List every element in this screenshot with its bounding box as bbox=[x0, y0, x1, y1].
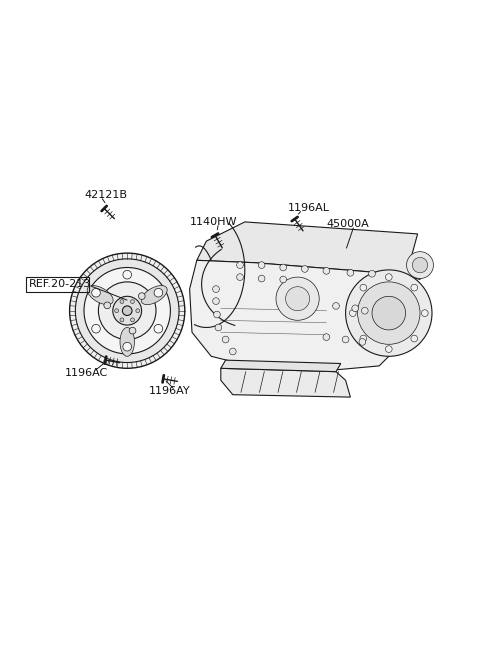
Text: 1196AC: 1196AC bbox=[65, 368, 108, 378]
Circle shape bbox=[113, 296, 142, 325]
Circle shape bbox=[385, 274, 392, 280]
Circle shape bbox=[213, 298, 219, 305]
Polygon shape bbox=[197, 222, 422, 280]
Circle shape bbox=[237, 274, 243, 280]
Circle shape bbox=[301, 265, 308, 272]
Circle shape bbox=[385, 346, 392, 352]
Circle shape bbox=[347, 269, 354, 276]
Circle shape bbox=[360, 335, 367, 342]
Circle shape bbox=[412, 257, 428, 272]
Circle shape bbox=[421, 310, 428, 316]
Circle shape bbox=[407, 252, 433, 278]
Text: 45000A: 45000A bbox=[326, 219, 369, 229]
Circle shape bbox=[342, 336, 349, 343]
Text: 1196AL: 1196AL bbox=[288, 204, 330, 214]
Circle shape bbox=[131, 318, 134, 322]
Circle shape bbox=[280, 276, 287, 283]
Circle shape bbox=[361, 307, 368, 314]
Text: 1140HW: 1140HW bbox=[190, 217, 237, 227]
Circle shape bbox=[131, 299, 134, 303]
Circle shape bbox=[92, 288, 100, 297]
Circle shape bbox=[237, 262, 243, 269]
Circle shape bbox=[92, 324, 100, 333]
Circle shape bbox=[70, 253, 185, 368]
Circle shape bbox=[123, 271, 132, 279]
Circle shape bbox=[286, 287, 310, 310]
Circle shape bbox=[122, 306, 132, 316]
Circle shape bbox=[258, 275, 265, 282]
Circle shape bbox=[411, 335, 418, 342]
Circle shape bbox=[346, 270, 432, 356]
Circle shape bbox=[333, 303, 339, 309]
Circle shape bbox=[154, 288, 163, 297]
Circle shape bbox=[258, 262, 265, 269]
Circle shape bbox=[154, 324, 163, 333]
Circle shape bbox=[98, 282, 156, 339]
Circle shape bbox=[360, 284, 367, 291]
Polygon shape bbox=[120, 328, 134, 356]
Circle shape bbox=[276, 277, 319, 320]
Circle shape bbox=[129, 328, 136, 334]
Circle shape bbox=[136, 309, 140, 312]
Text: 1196AY: 1196AY bbox=[149, 386, 191, 396]
Text: REF.20-213: REF.20-213 bbox=[29, 279, 91, 290]
Circle shape bbox=[229, 348, 236, 355]
Circle shape bbox=[115, 309, 119, 312]
Polygon shape bbox=[87, 286, 113, 305]
Polygon shape bbox=[190, 260, 408, 371]
Circle shape bbox=[123, 343, 132, 351]
Circle shape bbox=[120, 318, 124, 322]
Circle shape bbox=[372, 296, 406, 330]
Circle shape bbox=[84, 267, 170, 354]
Circle shape bbox=[323, 334, 330, 341]
Circle shape bbox=[369, 271, 375, 277]
Polygon shape bbox=[221, 360, 341, 371]
Text: 42121B: 42121B bbox=[84, 191, 127, 200]
Circle shape bbox=[215, 324, 222, 331]
Polygon shape bbox=[141, 286, 167, 305]
Circle shape bbox=[359, 339, 366, 345]
Circle shape bbox=[280, 264, 287, 271]
Circle shape bbox=[104, 302, 110, 309]
Circle shape bbox=[349, 310, 356, 316]
Circle shape bbox=[214, 311, 220, 318]
Circle shape bbox=[120, 299, 124, 303]
Circle shape bbox=[358, 282, 420, 345]
Circle shape bbox=[352, 305, 359, 312]
Circle shape bbox=[323, 267, 330, 274]
Circle shape bbox=[138, 293, 145, 299]
Circle shape bbox=[75, 259, 179, 362]
Circle shape bbox=[222, 336, 229, 343]
Circle shape bbox=[213, 286, 219, 293]
Circle shape bbox=[411, 284, 418, 291]
Polygon shape bbox=[221, 368, 350, 397]
